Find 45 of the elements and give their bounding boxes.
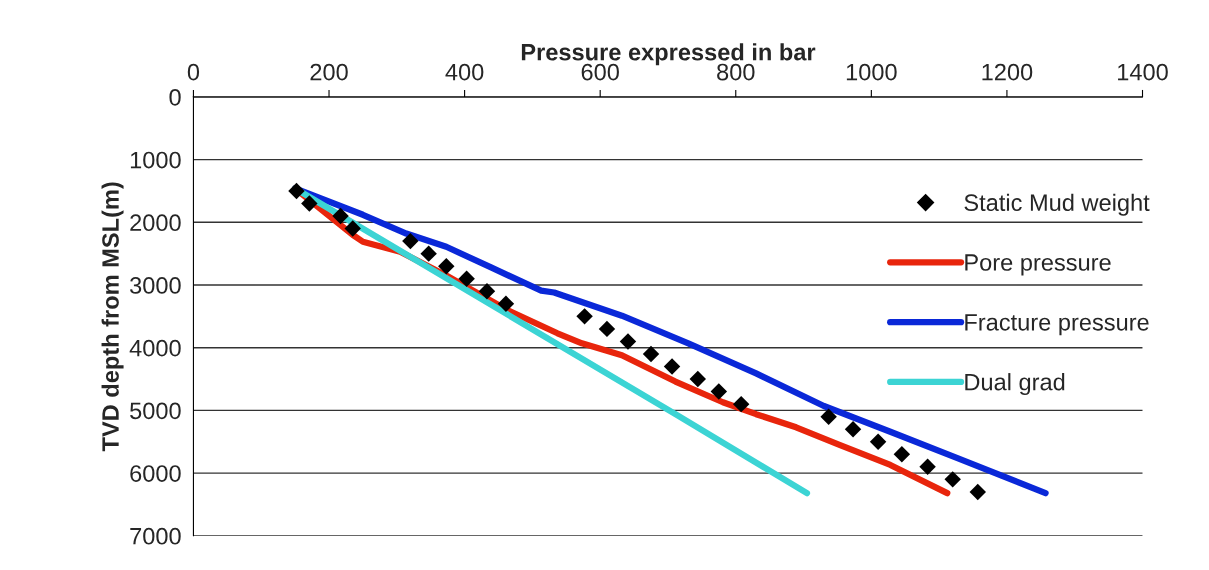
- point: [288, 182, 305, 200]
- point: [689, 370, 707, 388]
- x-tick-label: 1000: [846, 63, 897, 81]
- point: [344, 220, 361, 237]
- point: [710, 383, 728, 400]
- point: [438, 257, 455, 275]
- legend-label: Dual grad: [965, 373, 1065, 396]
- legend-label: Static Mud weight: [964, 193, 1150, 216]
- point: [598, 320, 616, 338]
- x-tick-label: 200: [310, 63, 348, 81]
- point: [497, 295, 515, 313]
- point: [663, 358, 681, 375]
- y-tick-label: 3000: [130, 277, 181, 294]
- x-tick-label: 0: [187, 63, 200, 81]
- x-tick-label: 1400: [1118, 63, 1168, 81]
- point: [869, 433, 887, 450]
- point: [478, 283, 496, 300]
- point: [619, 333, 637, 350]
- y-tick-label: 5000: [130, 402, 181, 420]
- y-tick-label: 4000: [129, 339, 181, 357]
- y-tick-label: 1000: [130, 151, 181, 169]
- y-tick-label: 6000: [130, 465, 181, 482]
- y-tick-label: 0: [169, 88, 181, 106]
- point: [820, 408, 837, 425]
- point: [844, 420, 862, 438]
- x-tick-label: 600: [581, 63, 619, 81]
- point: [458, 270, 475, 287]
- point: [420, 245, 437, 262]
- x-tick-label: 1200: [982, 63, 1033, 81]
- point: [576, 308, 593, 325]
- y-tick-label: 2000: [130, 214, 181, 232]
- y-tick-label: 7000: [130, 527, 181, 545]
- x-tick-label: 400: [445, 63, 484, 81]
- legend-label: Pore pressure: [965, 254, 1111, 276]
- y-axis-title: TVD depth from MSL(m): [101, 182, 124, 452]
- point: [642, 345, 660, 363]
- point: [332, 207, 349, 225]
- point: [919, 458, 936, 476]
- point: [301, 195, 318, 212]
- legend-label: Fracture pressure: [965, 314, 1149, 336]
- point: [402, 232, 419, 250]
- point: [969, 483, 986, 501]
- point: [944, 471, 961, 488]
- point: [893, 446, 911, 463]
- point: [732, 395, 750, 413]
